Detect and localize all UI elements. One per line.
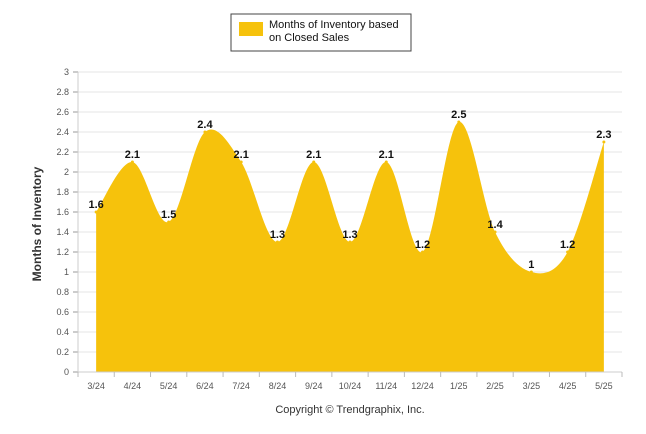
data-label: 1.6	[88, 199, 103, 211]
data-point[interactable]	[493, 230, 497, 234]
data-label: 2.1	[125, 149, 140, 161]
data-label: 1.2	[560, 239, 575, 251]
x-tick-label: 7/24	[232, 381, 250, 391]
x-tick-label: 1/25	[450, 381, 468, 391]
y-tick-label: 1.8	[56, 187, 69, 197]
chart-legend[interactable]: Months of Inventory based on Closed Sale…	[230, 13, 412, 52]
data-label: 1.3	[342, 229, 357, 241]
data-point[interactable]	[312, 160, 316, 164]
data-label: 2.3	[596, 129, 611, 141]
y-tick-label: 2.4	[56, 127, 69, 137]
data-label: 2.1	[306, 149, 321, 161]
data-point[interactable]	[566, 250, 570, 254]
x-tick-label: 8/24	[269, 381, 287, 391]
data-label: 2.5	[451, 109, 466, 121]
y-tick-label: 0	[64, 367, 69, 377]
data-label: 1.4	[487, 219, 503, 231]
x-tick-label: 4/24	[124, 381, 142, 391]
x-tick-label: 3/25	[523, 381, 541, 391]
data-label: 1.2	[415, 239, 430, 251]
data-label: 2.4	[197, 119, 213, 131]
y-tick-label: 0.4	[56, 327, 69, 337]
y-tick-label: 2.6	[56, 107, 69, 117]
x-tick-label: 2/25	[486, 381, 504, 391]
x-tick-label: 10/24	[339, 381, 362, 391]
y-tick-label: 1	[64, 267, 69, 277]
y-tick-label: 1.2	[56, 247, 69, 257]
data-point[interactable]	[421, 250, 425, 254]
x-tick-label: 5/24	[160, 381, 178, 391]
x-tick-label: 9/24	[305, 381, 323, 391]
x-tick-label: 3/24	[87, 381, 105, 391]
y-axis-ticks: 0 0.2 0.4 0.6 0.8 1 1.2 1.4 1.6 1.8 2 2.2 2.4 2.6 2.8 3	[56, 67, 79, 377]
y-tick-label: 2	[64, 167, 69, 177]
data-label: 1.3	[270, 229, 285, 241]
data-label: 1.5	[161, 209, 176, 221]
legend-label-line2: on Closed Sales	[269, 32, 350, 44]
data-point[interactable]	[529, 270, 533, 274]
data-point[interactable]	[130, 160, 134, 164]
y-tick-label: 3	[64, 67, 69, 77]
data-point[interactable]	[384, 160, 388, 164]
x-tick-label: 6/24	[196, 381, 214, 391]
data-point[interactable]	[94, 210, 98, 214]
data-point[interactable]	[348, 240, 352, 244]
data-point[interactable]	[239, 160, 243, 164]
y-tick-label: 2.8	[56, 87, 69, 97]
y-axis-title: Months of Inventory	[30, 166, 44, 281]
x-tick-label: 5/25	[595, 381, 613, 391]
area-series[interactable]	[96, 121, 604, 372]
y-tick-label: 0.2	[56, 347, 69, 357]
y-tick-label: 0.6	[56, 307, 69, 317]
y-tick-label: 1.4	[56, 227, 69, 237]
y-tick-label: 1.6	[56, 207, 69, 217]
legend-label-line1: Months of Inventory based	[269, 19, 399, 31]
x-tick-label: 11/24	[375, 381, 397, 391]
data-point[interactable]	[167, 220, 171, 224]
data-point[interactable]	[203, 130, 207, 134]
data-label: 2.1	[379, 149, 394, 161]
data-label: 2.1	[234, 149, 249, 161]
y-tick-label: 0.8	[56, 287, 69, 297]
data-label: 1	[528, 259, 534, 271]
data-point[interactable]	[275, 240, 279, 244]
data-labels: 1.6 2.1 1.5 2.4 2.1 1.3 2.1 1.3 2.1 1.2 2.5 1.4 1 1.2…	[88, 109, 612, 274]
y-tick-label: 2.2	[56, 147, 69, 157]
data-point[interactable]	[602, 140, 606, 144]
legend-swatch	[239, 22, 263, 36]
x-axis-ticks: 3/24 4/24 5/24 6/24 7/24 8/24 9/24 10/24 11/24 12…	[77, 371, 623, 391]
data-point[interactable]	[457, 120, 461, 124]
copyright-text: Copyright © Trendgraphix, Inc.	[275, 404, 424, 416]
x-tick-label: 4/25	[559, 381, 577, 391]
x-tick-label: 12/24	[411, 381, 434, 391]
